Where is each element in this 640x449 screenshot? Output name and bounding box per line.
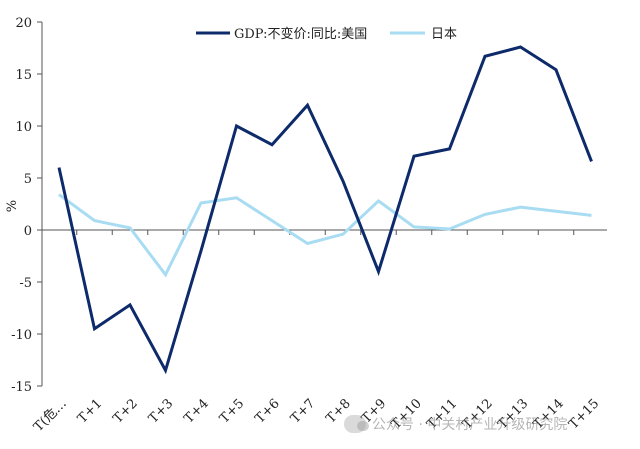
series-layer [57, 45, 593, 375]
series-line-0 [57, 45, 593, 375]
y-tick-label: 5 [24, 172, 32, 187]
y-axis: 20 15 10 5 0 -5 -10 -15 [11, 16, 43, 395]
x-tick-label: T+15 [566, 396, 602, 432]
y-tick-label: -10 [11, 328, 32, 343]
y-tick-label: 10 [15, 120, 32, 135]
x-tick-label: T+1 [75, 396, 105, 426]
x-tick-label: T+6 [253, 396, 283, 426]
y-tick-label: -5 [19, 276, 32, 291]
legend-label-1: 日本 [431, 27, 457, 42]
x-tick-label: T+4 [182, 396, 212, 426]
wechat-icon [344, 415, 369, 433]
x-tick-label: T+2 [111, 396, 141, 426]
watermark: 公众号 · 中关村产业升级研究院 [344, 411, 567, 437]
legend: GDP:不变价:同比:美国 日本 [196, 26, 457, 42]
x-tick-label: T+7 [288, 396, 318, 426]
series-line-1 [58, 193, 592, 278]
y-tick-label: 15 [15, 68, 32, 83]
x-tick-label: T+5 [217, 396, 247, 426]
x-tick-label: T(危… [31, 396, 70, 435]
x-axis: T(危… T+1 T+2 T+3 T+4 T+5 T+6 T+7 T+8 T+9 T+10 T+11 T… [31, 229, 607, 435]
x-tick-label: T+3 [146, 396, 176, 426]
y-tick-label: -15 [11, 380, 32, 395]
watermark-text: 公众号 · 中关村产业升级研究院 [372, 417, 568, 433]
y-tick-label: 20 [15, 16, 32, 31]
y-axis-label: % [5, 200, 20, 212]
y-tick-label: 0 [24, 224, 32, 239]
legend-label-0: GDP:不变价:同比:美国 [234, 26, 367, 42]
